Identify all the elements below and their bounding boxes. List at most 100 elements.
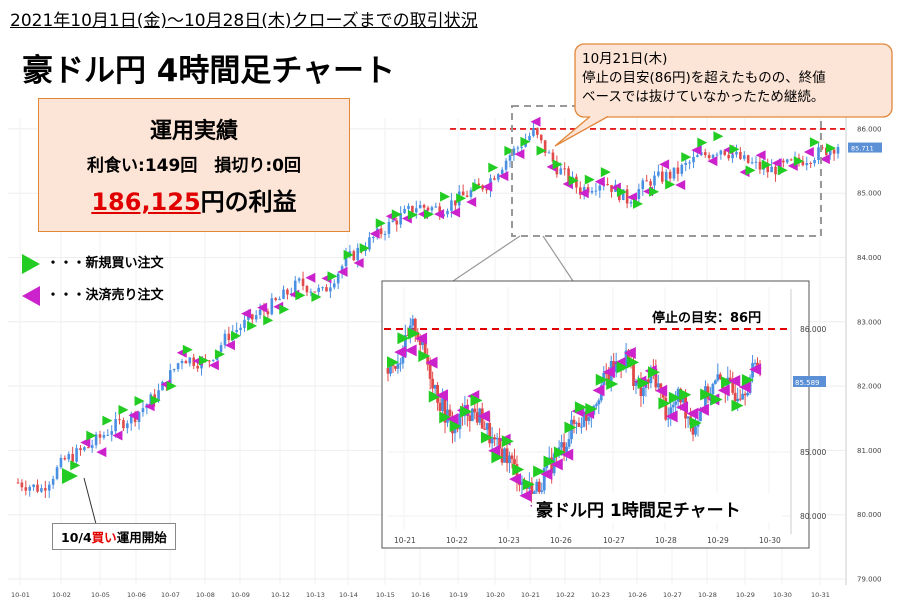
inset-candle-body — [642, 387, 645, 397]
inset-candle-body — [587, 416, 591, 421]
y-tick-label: 86.000 — [857, 125, 882, 133]
inset-x-tick-label: 10-30 — [759, 536, 781, 545]
candle-body — [672, 167, 676, 179]
inset-candle-body — [401, 356, 405, 364]
inset-sell-marker — [623, 346, 636, 359]
inset-buy-marker — [407, 327, 420, 340]
candle-body — [610, 185, 613, 192]
candle-body — [653, 175, 656, 186]
candle-body — [372, 237, 375, 239]
candle-body — [543, 140, 547, 153]
inset-candle-body — [443, 398, 447, 423]
inset-sell-marker — [415, 332, 428, 345]
inset-candle-body — [394, 366, 397, 369]
inset-candle-body — [709, 394, 712, 399]
profit-number: 186,125 — [91, 188, 201, 216]
inset-buy-marker — [460, 405, 473, 418]
inset-buy-marker — [554, 446, 567, 459]
inset-buy-marker — [522, 478, 535, 491]
candle-body — [44, 488, 47, 491]
candle-body — [496, 174, 500, 180]
candle-body — [469, 190, 473, 197]
sell-marker — [128, 410, 139, 421]
x-tick-label: 10-23 — [591, 591, 610, 599]
candle-body — [317, 287, 320, 293]
candle-body — [832, 149, 836, 154]
inset-buy-marker — [491, 451, 504, 464]
candle-body — [243, 319, 246, 328]
candle-body — [399, 213, 402, 225]
x-tick-label: 10-20 — [486, 591, 505, 599]
inset-candle-body — [520, 481, 524, 485]
candle-body — [172, 369, 176, 371]
inset-buy-marker — [741, 373, 754, 386]
inset-candle-body — [436, 384, 439, 403]
candle-body — [528, 135, 531, 141]
sell-marker — [498, 171, 509, 182]
inset-sell-marker — [488, 444, 501, 457]
inset-candle-body — [614, 361, 618, 372]
candle-body — [692, 156, 695, 163]
y-tick-label: 80.000 — [857, 511, 882, 519]
candle-body — [645, 180, 648, 182]
inset-candle-body — [540, 490, 544, 492]
inset-candle-body — [441, 398, 444, 411]
inset-buy-marker — [700, 388, 713, 401]
buy-marker — [713, 131, 724, 142]
inset-buy-marker — [616, 361, 629, 374]
buy-marker — [633, 198, 644, 209]
inset-buy-marker — [668, 391, 681, 404]
legend-buy-label: ・・・新規買い注文 — [46, 256, 164, 271]
candle-body — [161, 381, 164, 391]
inset-candle-body — [607, 374, 611, 381]
candle-body — [86, 447, 90, 449]
performance-title: 運用実績 — [149, 119, 238, 144]
candle-body — [500, 169, 504, 175]
candle-body — [578, 187, 582, 195]
inset-sell-marker — [425, 356, 438, 369]
sell-marker — [514, 149, 525, 160]
candle-body — [434, 206, 438, 208]
candle-body — [40, 488, 43, 492]
buy-marker — [809, 137, 820, 148]
inset-candle-body — [676, 388, 680, 402]
candle-body — [223, 333, 227, 346]
candle-body — [782, 160, 785, 163]
x-tick-label: 10-09 — [231, 591, 250, 599]
candle-body — [532, 128, 535, 136]
inset-candle-body — [716, 374, 720, 381]
inset-candle-body — [515, 463, 519, 483]
inset-buy-marker — [731, 399, 744, 412]
callout-pointer-border — [554, 115, 609, 147]
inset-candle-body — [674, 401, 678, 405]
candle-body — [98, 434, 102, 438]
candle-body — [551, 152, 555, 162]
candle-body — [817, 147, 820, 160]
inset-sell-marker — [509, 473, 522, 486]
candle-body — [274, 298, 278, 301]
inset-candle-body — [624, 350, 628, 367]
sell-marker — [530, 116, 541, 127]
candle-body — [707, 155, 711, 158]
inset-sell-marker — [477, 410, 490, 423]
current-price-label: 85.711 — [851, 145, 874, 153]
buy-marker — [150, 395, 161, 406]
inset-candle-body — [612, 361, 616, 372]
inset-candle-body — [403, 335, 407, 357]
candle-body — [364, 249, 367, 252]
candle-body — [430, 207, 434, 211]
candle-body — [621, 189, 625, 201]
buy-marker — [118, 404, 129, 415]
buy-marker — [86, 430, 97, 441]
candle-body — [536, 128, 539, 135]
candle-body — [426, 207, 430, 211]
candle-body — [106, 434, 110, 436]
inset-candle-body — [542, 468, 546, 491]
buy-marker — [391, 209, 402, 220]
inset-candle-body — [639, 380, 643, 397]
candle-body — [286, 289, 289, 295]
callout-line-3: ベースでは抜けていなかったため継続。 — [582, 89, 825, 105]
inset-x-tick-label: 10-21 — [394, 536, 416, 545]
buy-marker — [70, 460, 81, 471]
profit-suffix: 円の利益 — [200, 188, 297, 216]
